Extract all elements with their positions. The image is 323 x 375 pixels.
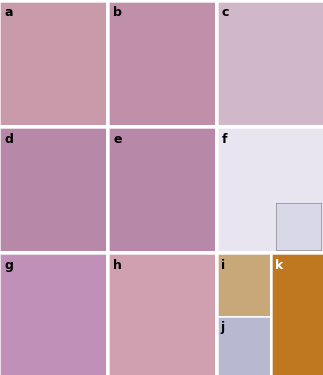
- Text: b: b: [113, 6, 122, 20]
- Text: h: h: [113, 259, 122, 272]
- Text: g: g: [4, 259, 13, 272]
- Text: a: a: [4, 6, 13, 20]
- Text: c: c: [222, 6, 229, 20]
- Text: d: d: [4, 133, 13, 146]
- Text: f: f: [222, 133, 227, 146]
- Text: i: i: [221, 259, 225, 272]
- Text: k: k: [275, 259, 283, 272]
- Text: e: e: [113, 133, 121, 146]
- Text: j: j: [221, 321, 225, 334]
